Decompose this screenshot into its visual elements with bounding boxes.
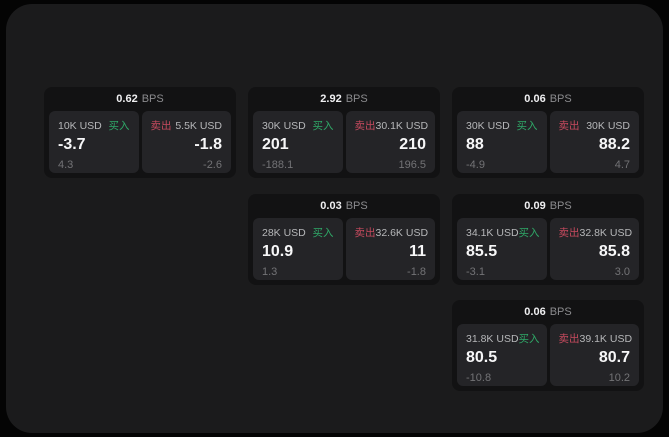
buy-side-label: 买入 xyxy=(312,227,334,239)
buy-amount: 28K USD xyxy=(262,227,306,239)
buy-delta: 1.3 xyxy=(262,266,278,278)
sell-price: 80.7 xyxy=(598,349,630,366)
quote-card-1: 0.62 BPS 10K USD 买入 -3.7 4.3 卖出 5.5K USD … xyxy=(44,87,236,178)
sell-side-label: 卖出 xyxy=(558,120,580,132)
bps-header: 0.62 BPS xyxy=(49,92,231,107)
sell-side-label: 卖出 xyxy=(354,227,376,239)
quote-card-5: 0.09 BPS 34.1K USD 买入 85.5 -3.1 卖出 32.8K … xyxy=(452,194,644,285)
sell-pane[interactable]: 卖出 5.5K USD -1.8 -2.6 xyxy=(141,111,231,173)
bps-value: 0.03 xyxy=(320,200,342,212)
bps-value: 0.06 xyxy=(524,93,546,105)
sell-delta: -2.6 xyxy=(203,159,222,171)
buy-amount: 30K USD xyxy=(466,120,510,132)
buy-price: 85.5 xyxy=(466,243,498,260)
sell-amount: 39.1K USD xyxy=(579,333,633,345)
quote-card-2: 2.92 BPS 30K USD 买入 201 -188.1 卖出 30.1K U… xyxy=(248,87,440,178)
buy-delta: -188.1 xyxy=(262,159,294,171)
sell-price: -1.8 xyxy=(194,136,222,153)
quote-card-6: 0.06 BPS 31.8K USD 买入 80.5 -10.8 卖出 39.1K… xyxy=(452,300,644,391)
sell-delta: 3.0 xyxy=(614,266,630,278)
bps-unit-label: BPS xyxy=(141,93,164,105)
sell-side-label: 卖出 xyxy=(558,333,580,345)
bps-value: 0.09 xyxy=(524,200,546,212)
sell-pane[interactable]: 卖出 30.1K USD 210 196.5 xyxy=(345,111,435,173)
sell-delta: 4.7 xyxy=(614,159,630,171)
buy-side-label: 买入 xyxy=(516,120,538,132)
sell-delta: -1.8 xyxy=(407,266,426,278)
sell-amount: 30.1K USD xyxy=(375,120,429,132)
buy-side-label: 买入 xyxy=(108,120,130,132)
sell-amount: 5.5K USD xyxy=(175,120,222,132)
buy-side-label: 买入 xyxy=(518,227,540,239)
buy-delta: -4.9 xyxy=(466,159,485,171)
sell-price: 210 xyxy=(399,136,426,153)
bps-header: 0.09 BPS xyxy=(457,199,639,214)
buy-amount: 30K USD xyxy=(262,120,306,132)
sell-side-label: 卖出 xyxy=(354,120,376,132)
sell-amount: 32.6K USD xyxy=(375,227,429,239)
buy-pane[interactable]: 30K USD 买入 201 -188.1 xyxy=(253,111,343,173)
bps-value: 2.92 xyxy=(320,93,342,105)
buy-price: 88 xyxy=(466,136,484,153)
sell-amount: 30K USD xyxy=(586,120,630,132)
buy-pane[interactable]: 10K USD 买入 -3.7 4.3 xyxy=(49,111,139,173)
buy-delta: 4.3 xyxy=(58,159,74,171)
sell-price: 11 xyxy=(409,243,426,260)
buy-pane[interactable]: 28K USD 买入 10.9 1.3 xyxy=(253,218,343,280)
buy-price: 201 xyxy=(262,136,289,153)
buy-side-label: 买入 xyxy=(518,333,540,345)
sell-delta: 196.5 xyxy=(398,159,426,171)
sell-pane[interactable]: 卖出 32.8K USD 85.8 3.0 xyxy=(549,218,639,280)
bps-unit-label: BPS xyxy=(549,306,572,318)
bps-unit-label: BPS xyxy=(345,200,368,212)
bps-header: 0.06 BPS xyxy=(457,92,639,107)
sell-price: 88.2 xyxy=(598,136,630,153)
sell-pane[interactable]: 卖出 39.1K USD 80.7 10.2 xyxy=(549,324,639,386)
buy-pane[interactable]: 31.8K USD 买入 80.5 -10.8 xyxy=(457,324,547,386)
buy-side-label: 买入 xyxy=(312,120,334,132)
buy-pane[interactable]: 30K USD 买入 88 -4.9 xyxy=(457,111,547,173)
sell-price: 85.8 xyxy=(598,243,630,260)
sell-delta: 10.2 xyxy=(608,372,630,384)
buy-price: -3.7 xyxy=(58,136,86,153)
sell-amount: 32.8K USD xyxy=(579,227,633,239)
bps-header: 0.03 BPS xyxy=(253,199,435,214)
buy-amount: 10K USD xyxy=(58,120,102,132)
quote-card-3: 0.06 BPS 30K USD 买入 88 -4.9 卖出 30K USD 88… xyxy=(452,87,644,178)
sell-pane[interactable]: 卖出 30K USD 88.2 4.7 xyxy=(549,111,639,173)
buy-delta: -10.8 xyxy=(466,372,492,384)
sell-pane[interactable]: 卖出 32.6K USD 11 -1.8 xyxy=(345,218,435,280)
buy-amount: 31.8K USD xyxy=(466,333,519,345)
quote-card-4: 0.03 BPS 28K USD 买入 10.9 1.3 卖出 32.6K USD… xyxy=(248,194,440,285)
buy-pane[interactable]: 34.1K USD 买入 85.5 -3.1 xyxy=(457,218,547,280)
buy-delta: -3.1 xyxy=(466,266,485,278)
app-surface: 0.62 BPS 10K USD 买入 -3.7 4.3 卖出 5.5K USD … xyxy=(6,4,663,433)
bps-unit-label: BPS xyxy=(549,93,572,105)
buy-price: 80.5 xyxy=(466,349,498,366)
bps-value: 0.06 xyxy=(524,306,546,318)
bps-value: 0.62 xyxy=(116,93,138,105)
bps-header: 2.92 BPS xyxy=(253,92,435,107)
bps-unit-label: BPS xyxy=(549,200,572,212)
bps-header: 0.06 BPS xyxy=(457,305,639,320)
buy-amount: 34.1K USD xyxy=(466,227,519,239)
sell-side-label: 卖出 xyxy=(150,120,172,132)
bps-unit-label: BPS xyxy=(345,93,368,105)
sell-side-label: 卖出 xyxy=(558,227,580,239)
buy-price: 10.9 xyxy=(262,243,294,260)
